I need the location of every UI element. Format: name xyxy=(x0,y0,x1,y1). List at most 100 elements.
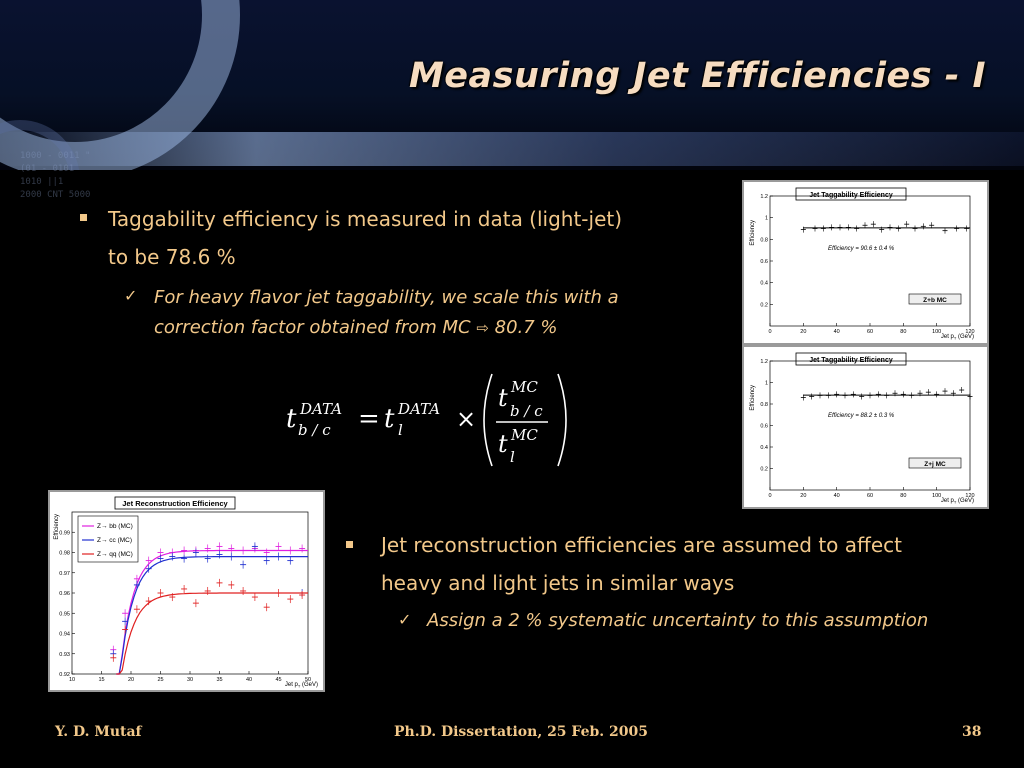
x-tick-label: 80 xyxy=(900,329,906,335)
sub-line2-text: correction factor obtained from MC xyxy=(154,317,477,338)
y-tick-label: 0.99 xyxy=(59,530,70,536)
legend-label: Z+j MC xyxy=(924,461,946,468)
formula-mc-sup-2: MC xyxy=(510,426,538,444)
y-tick-label: 0.8 xyxy=(760,402,768,408)
formula-paren-left xyxy=(483,373,493,467)
bullet-2-line2: heavy and light jets in similar ways xyxy=(381,571,735,595)
formula-equals: = xyxy=(358,404,380,434)
y-tick-label: 0.92 xyxy=(59,672,70,678)
formula-t-light: t xyxy=(384,404,395,434)
legend-label-bb: Z→ bb (MC) xyxy=(97,523,133,530)
y-tick-label: 0.93 xyxy=(59,652,70,658)
formula: t DATA b / c = t DATA l × t MC b / c t M… xyxy=(286,373,567,467)
formula-bc-sub-2: b / c xyxy=(510,402,543,420)
bullet-1-sub-line1: For heavy flavor jet taggability, we sca… xyxy=(154,287,619,308)
binary-line: 2000 CNT 5000 xyxy=(20,190,91,200)
x-tick-label: 15 xyxy=(98,677,104,683)
y-tick-label: 0.98 xyxy=(59,551,70,557)
x-tick-label: 100 xyxy=(932,493,941,499)
plot-title: Jet Taggability Efficiency xyxy=(809,192,893,199)
bullet-1-line1: Taggability efficiency is measured in da… xyxy=(108,207,623,231)
bullet-2-sub-line1: Assign a 2 % systematic uncertainty to t… xyxy=(427,610,929,631)
x-axis-label: Jet pT (GeV) xyxy=(285,682,318,689)
x-tick-label: 0 xyxy=(768,493,771,499)
x-tick-label: 60 xyxy=(867,329,873,335)
y-tick-label: 0.6 xyxy=(760,259,768,265)
plot-title-box xyxy=(795,187,907,201)
background-binary-text: 1000 - 0011 " (01 - 0101 1010 ||1 2000 C… xyxy=(20,150,90,202)
plot-title-box xyxy=(795,352,907,366)
formula-t-num: t xyxy=(498,384,508,412)
y-tick-label: 0.4 xyxy=(760,445,768,451)
y-tick-label: 0.97 xyxy=(59,571,70,577)
footer-event: Ph.D. Dissertation, 25 Feb. 2005 xyxy=(394,724,649,740)
y-tick-label: 0.96 xyxy=(59,591,70,597)
x-tick-label: 45 xyxy=(275,677,281,683)
x-tick-label: 120 xyxy=(965,329,974,335)
bullet-1-sub-line2: correction factor obtained from MC ⇨ 80.… xyxy=(154,313,619,343)
y-tick-label: 0.2 xyxy=(760,302,768,308)
x-tick-label: 30 xyxy=(187,677,193,683)
bullet-1-line2: to be 78.6 % xyxy=(108,245,236,269)
fit-curve xyxy=(116,556,308,675)
binary-line: 1000 - 0011 " xyxy=(20,151,91,161)
footer-author: Y. D. Mutaf xyxy=(55,724,142,740)
y-tick-label: 1.2 xyxy=(760,359,768,365)
x-axis-label-unit: (GeV) xyxy=(300,682,318,688)
efficiency-annotation: Efficiency = 90.6 ± 0.4 % xyxy=(828,246,895,252)
y-tick-label: 0.4 xyxy=(760,281,768,287)
x-tick-label: 20 xyxy=(128,677,134,683)
plot-title: Jet Taggability Efficiency xyxy=(809,357,893,364)
legend-label: Z+b MC xyxy=(923,297,947,304)
y-tick-label: 1 xyxy=(765,216,768,222)
x-tick-label: 120 xyxy=(965,493,974,499)
x-axis-label-main: Jet p xyxy=(941,498,955,504)
x-axis-label: Jet pT (GeV) xyxy=(941,334,974,341)
formula-times: × xyxy=(456,405,476,433)
x-axis-label: Jet pT (GeV) xyxy=(941,498,974,505)
y-tick-label: 0.2 xyxy=(760,467,768,473)
x-axis-label-sub: T xyxy=(954,336,957,341)
formula-t-lhs: t xyxy=(286,404,297,434)
x-tick-label: 20 xyxy=(800,493,806,499)
x-tick-label: 10 xyxy=(69,677,75,683)
bullet-2: Jet reconstruction efficiencies are assu… xyxy=(381,526,902,602)
bullet-1: Taggability efficiency is measured in da… xyxy=(108,200,622,276)
checkmark-icon: ✓ xyxy=(124,286,138,305)
reconstruction-plot: Jet Reconstruction Efficiency Efficiency… xyxy=(48,490,325,692)
header-light-band xyxy=(0,132,1024,166)
arrow-right-icon: ⇨ xyxy=(476,319,489,337)
y-tick-label: 0.95 xyxy=(59,611,70,617)
fit-curve xyxy=(116,549,308,675)
efficiency-annotation: Efficiency = 88.2 ± 0.3 % xyxy=(828,413,895,419)
bullet-marker xyxy=(80,214,87,221)
bullet-1-sub: For heavy flavor jet taggability, we sca… xyxy=(154,283,619,343)
binary-line: 1010 ||1 xyxy=(20,177,64,187)
bullet-2-line1: Jet reconstruction efficiencies are assu… xyxy=(381,533,902,557)
y-axis-label: Efficiency xyxy=(54,514,60,540)
taggability-plot-zb-svg: Jet Taggability Efficiency Efficiency Je… xyxy=(750,187,975,341)
taggability-plot-zj: Jet Taggability Efficiency Efficiency Je… xyxy=(742,345,989,509)
x-axis-label-sub: T xyxy=(298,684,301,689)
sub-value-text: 80.7 % xyxy=(488,317,558,338)
y-axis-label: Efficiency xyxy=(750,385,756,411)
taggability-plot-zj-svg: Jet Taggability Efficiency Efficiency Je… xyxy=(750,352,975,505)
x-tick-label: 80 xyxy=(900,493,906,499)
x-tick-label: 0 xyxy=(768,329,771,335)
legend-box xyxy=(908,293,962,305)
x-tick-label: 40 xyxy=(834,493,840,499)
x-axis-label-main: Jet p xyxy=(941,334,955,340)
x-tick-label: 50 xyxy=(305,677,311,683)
bullet-2-sub: Assign a 2 % systematic uncertainty to t… xyxy=(427,606,928,636)
x-tick-label: 20 xyxy=(800,329,806,335)
taggability-plot-zb: Jet Taggability Efficiency Efficiency Je… xyxy=(742,180,989,345)
x-axis-label-main: Jet p xyxy=(285,682,299,688)
x-tick-label: 60 xyxy=(867,493,873,499)
x-tick-label: 35 xyxy=(216,677,222,683)
x-axis-label-sub: T xyxy=(954,500,957,505)
legend-label-cc: Z→ cc (MC) xyxy=(97,537,132,544)
x-axis-label-unit: (GeV) xyxy=(956,498,974,504)
x-tick-label: 40 xyxy=(834,329,840,335)
formula-l-sub-1: l xyxy=(398,421,403,439)
formula-l-sub-2: l xyxy=(510,448,515,466)
